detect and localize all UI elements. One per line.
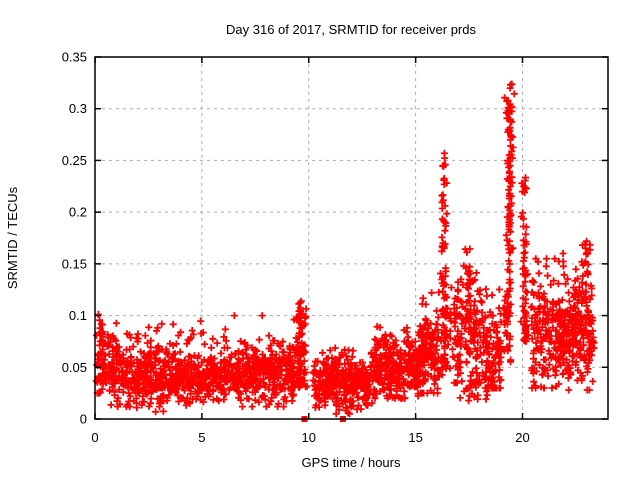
chart-title: Day 316 of 2017, SRMTID for receiver prd…: [226, 22, 476, 37]
x-tick-label: 5: [198, 430, 205, 445]
tick-labels: 0 5 10 15 20 0 0.05 0.1 0.15 0.2 0.25 0.3 0.35: [62, 50, 530, 446]
y-tick-label: 0.05: [62, 360, 87, 375]
y-tick-label: 0.25: [62, 153, 87, 168]
y-tick-label: 0.15: [62, 256, 87, 271]
y-tick-label: 0.1: [69, 308, 87, 323]
y-tick-label: 0.35: [62, 50, 87, 65]
x-axis-label: GPS time / hours: [302, 455, 401, 470]
x-tick-label: 0: [91, 430, 98, 445]
axes-border: [94, 56, 609, 420]
x-tick-label: 15: [408, 430, 422, 445]
y-axis-label: SRMTID / TECUs: [5, 186, 20, 289]
y-tick-label: 0.3: [69, 101, 87, 116]
x-tick-label: 10: [302, 430, 316, 445]
x-tick-label: 20: [515, 430, 529, 445]
scatter-cross-markers: [92, 80, 598, 418]
y-tick-label: 0: [80, 412, 87, 427]
y-tick-label: 0.2: [69, 205, 87, 220]
data-points: [92, 80, 598, 422]
